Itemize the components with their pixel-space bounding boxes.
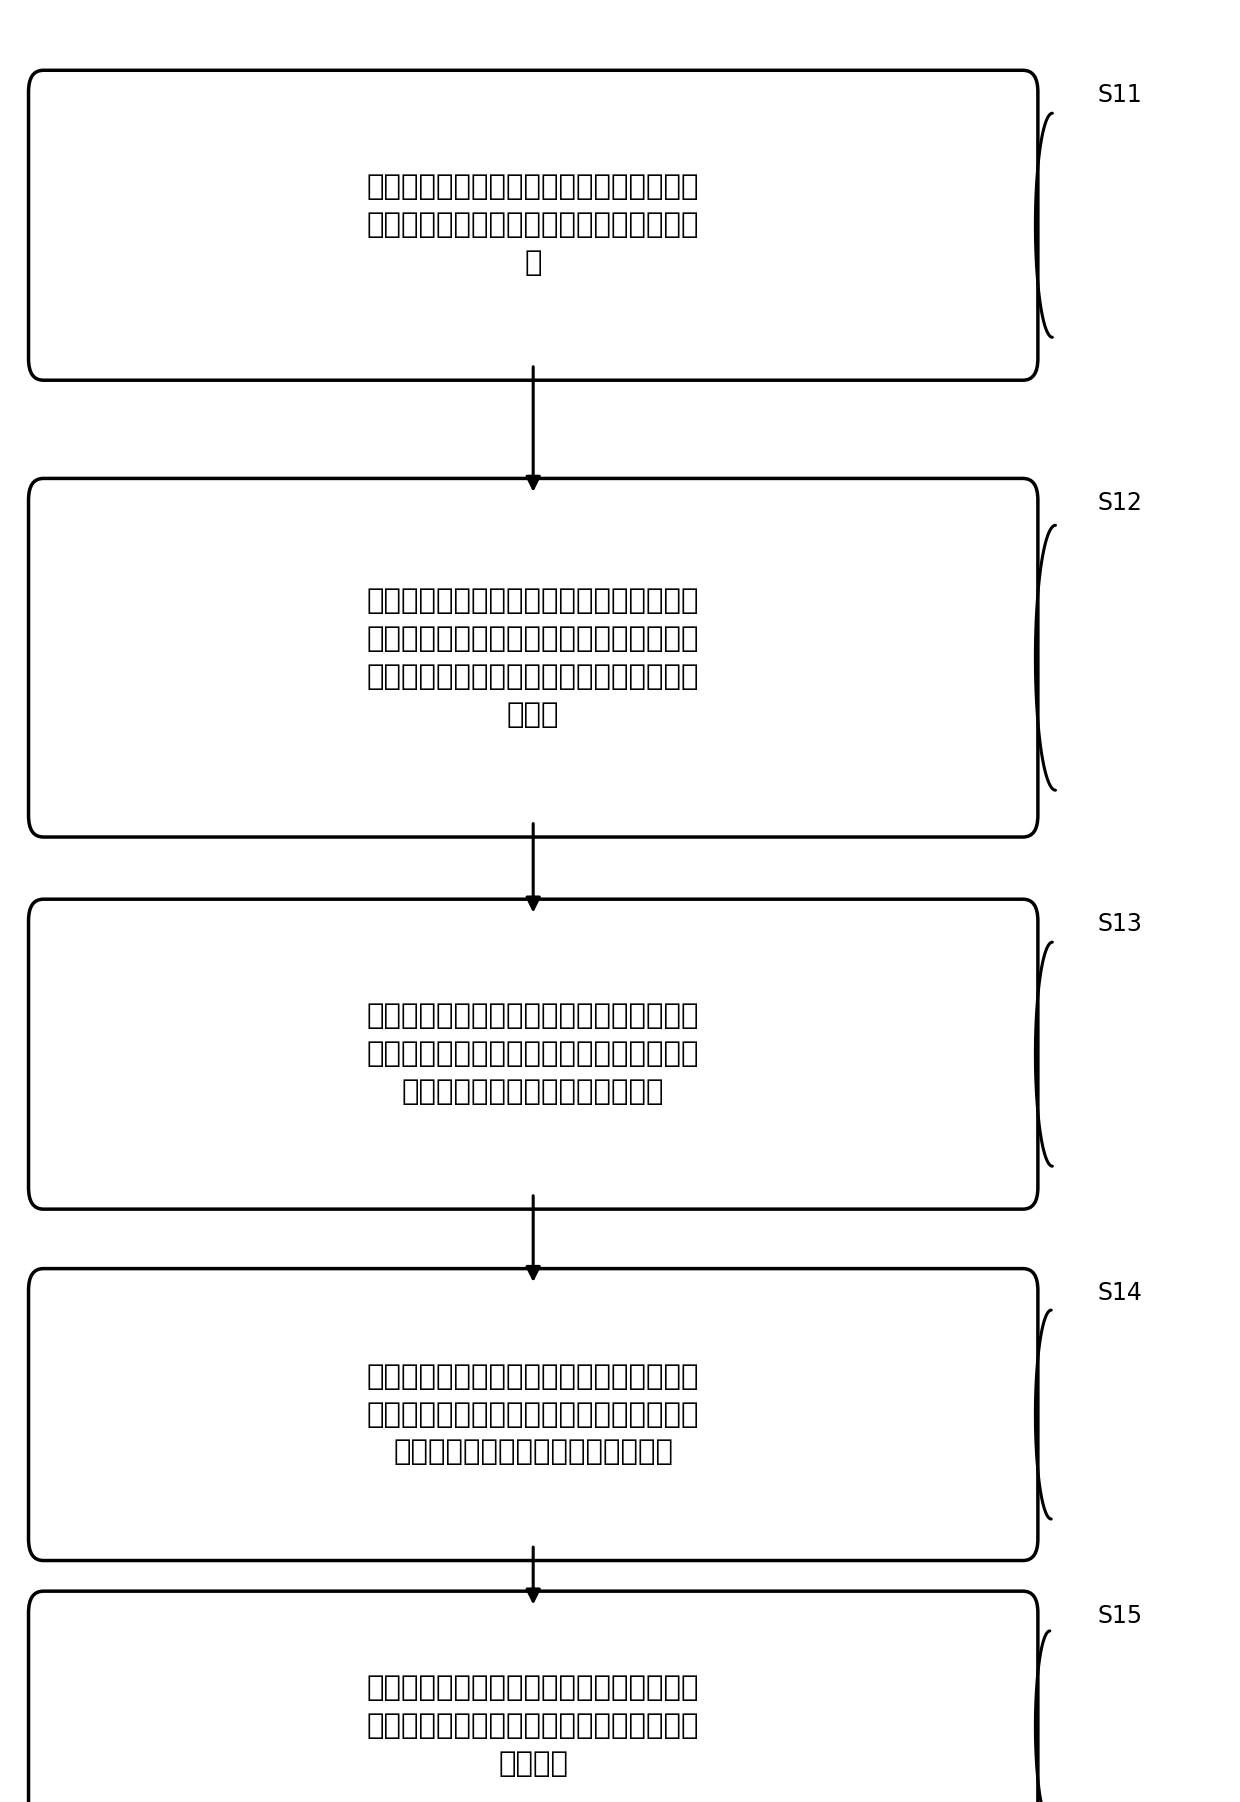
FancyBboxPatch shape	[29, 899, 1038, 1209]
Text: 响应于用户的修改操作，对初始房间模型中
的墙体模型以及建筑元素模型进行建筑规范
内相应的修改，生成房间改造模型: 响应于用户的修改操作，对初始房间模型中 的墙体模型以及建筑元素模型进行建筑规范 …	[367, 1002, 699, 1106]
FancyBboxPatch shape	[29, 1591, 1038, 1802]
Text: S15: S15	[1097, 1604, 1142, 1627]
FancyBboxPatch shape	[29, 70, 1038, 380]
Text: S14: S14	[1097, 1281, 1142, 1305]
Text: 从预先建立的家具模型库中获取用户选择的
至少一个家具模型，并将至少一个家具模型
设置于房间改造模型中用户指定位置: 从预先建立的家具模型库中获取用户选择的 至少一个家具模型，并将至少一个家具模型 …	[367, 1362, 699, 1467]
Text: S13: S13	[1097, 912, 1142, 935]
Text: S11: S11	[1097, 83, 1142, 106]
FancyBboxPatch shape	[29, 478, 1038, 836]
Text: 从预先建立的建筑元素模型库中获取用户选
择的至少一个建筑元素模型，并将至少一个
建筑元素模型设置于初始房间模型中用户指
定位置: 从预先建立的建筑元素模型库中获取用户选 择的至少一个建筑元素模型，并将至少一个 …	[367, 587, 699, 728]
FancyBboxPatch shape	[29, 1269, 1038, 1561]
Text: 读取户型数据，根据户型数据绘制多个墙体
模型，并组合多个墙体模型生成初始房间模
型: 读取户型数据，根据户型数据绘制多个墙体 模型，并组合多个墙体模型生成初始房间模 …	[367, 173, 699, 278]
Text: S12: S12	[1097, 490, 1142, 515]
Text: 根据房间改造模型中用户指定位置的空间结
构，调整家具模型的大小或结构以生成房间
装修模型: 根据房间改造模型中用户指定位置的空间结 构，调整家具模型的大小或结构以生成房间 …	[367, 1674, 699, 1779]
